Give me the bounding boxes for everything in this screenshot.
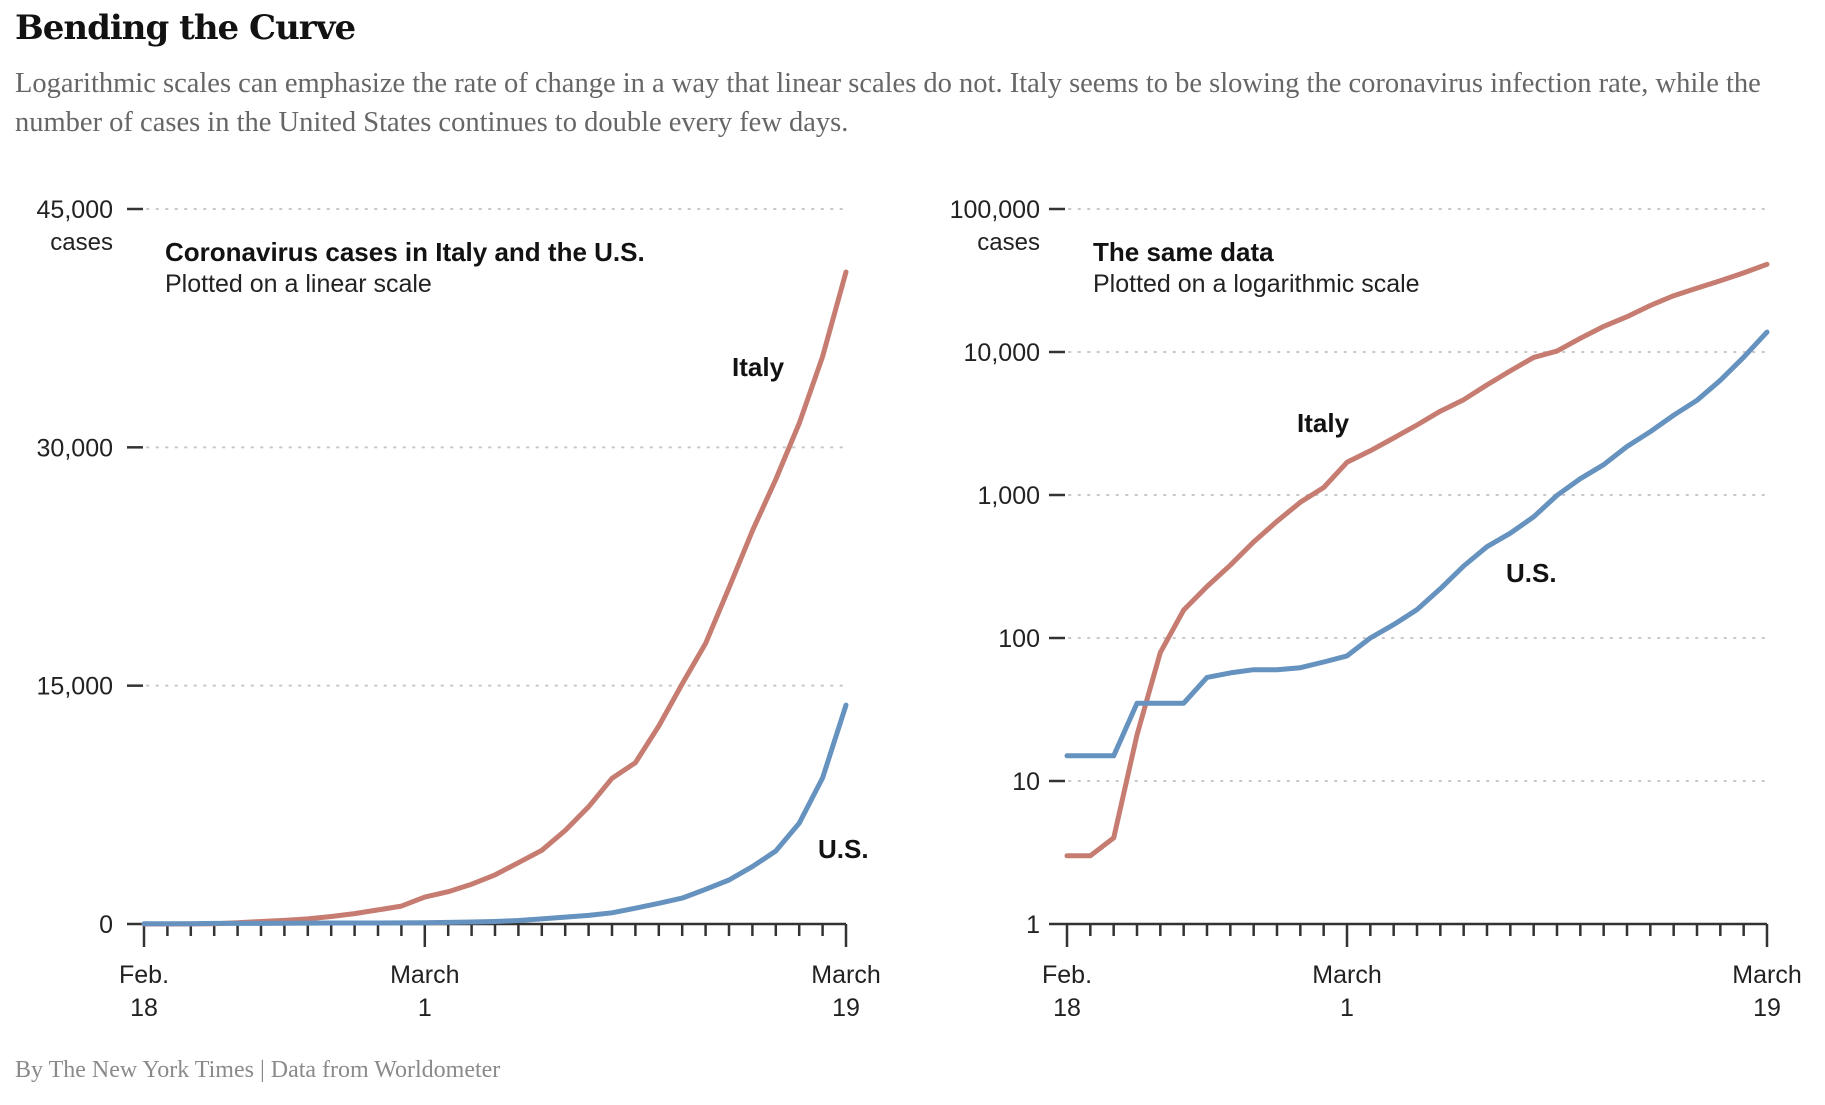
y-tick-label: 10,000 bbox=[964, 339, 1040, 367]
x-tick-label: 18 bbox=[1053, 994, 1081, 1022]
series-line-us bbox=[1064, 329, 1770, 759]
y-tick-label: 100,000 bbox=[950, 196, 1040, 224]
y-tick-label: 30,000 bbox=[37, 434, 113, 462]
y-tick-label: 100 bbox=[998, 625, 1040, 653]
chart-title: Coronavirus cases in Italy and the U.S. bbox=[165, 237, 645, 267]
x-tick-label: March bbox=[811, 961, 880, 989]
y-tick-label: 1,000 bbox=[977, 482, 1040, 510]
chart-subtitle: Plotted on a linear scale bbox=[165, 270, 432, 298]
y-axis-unit-label: cases bbox=[977, 229, 1040, 256]
x-tick-label: Feb. bbox=[119, 961, 169, 989]
headline: Bending the Curve bbox=[15, 8, 356, 48]
linear-chart: 0 15,000 30,000 45,000 Feb. 18 March 1 March 19 c… bbox=[37, 196, 881, 1022]
y-tick-label: 1 bbox=[1026, 911, 1040, 939]
subtitle: Logarithmic scales can emphasize the rat… bbox=[15, 68, 1761, 138]
series-label-italy: Italy bbox=[732, 352, 785, 382]
chart-title: The same data bbox=[1093, 237, 1274, 267]
x-tick-label: 1 bbox=[1340, 994, 1354, 1022]
credit-line: By The New York Times | Data from Worldo… bbox=[15, 1057, 501, 1083]
y-tick-label: 45,000 bbox=[37, 196, 113, 224]
x-tick-label: Feb. bbox=[1042, 961, 1092, 989]
series-label-italy: Italy bbox=[1297, 408, 1350, 438]
y-tick-label: 0 bbox=[99, 911, 113, 939]
x-tick-label: 18 bbox=[130, 994, 158, 1022]
chart-subtitle: Plotted on a logarithmic scale bbox=[1093, 270, 1420, 298]
y-tick-label: 15,000 bbox=[37, 673, 113, 701]
x-tick-label: March bbox=[390, 961, 459, 989]
x-tick-label: 1 bbox=[418, 994, 432, 1022]
series-line-us bbox=[141, 702, 849, 927]
series-line-italy bbox=[1064, 261, 1770, 859]
x-tick-label: 19 bbox=[832, 994, 860, 1022]
x-tick-label: March bbox=[1732, 961, 1801, 989]
series-label-us: U.S. bbox=[818, 834, 869, 864]
y-tick-label: 10 bbox=[1012, 768, 1040, 796]
x-tick-label: 19 bbox=[1753, 994, 1781, 1022]
y-axis-unit-label: cases bbox=[50, 229, 113, 256]
series-label-us: U.S. bbox=[1506, 558, 1557, 588]
x-tick-label: March bbox=[1312, 961, 1381, 989]
